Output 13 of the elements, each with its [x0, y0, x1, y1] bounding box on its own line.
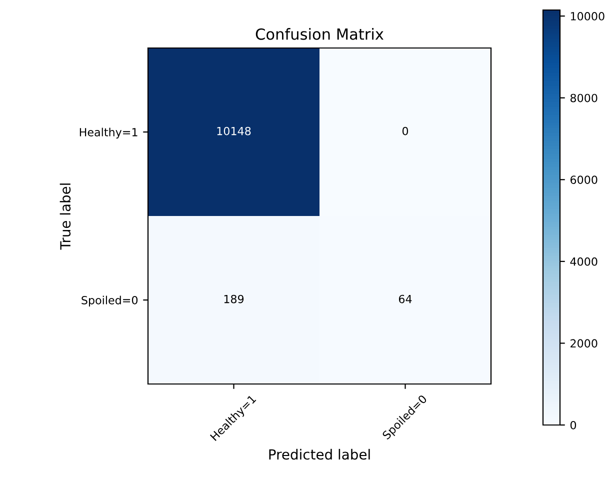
color-bar-label: 0 — [570, 420, 576, 430]
data-label: 10148 — [217, 126, 251, 136]
y-axis-title: True label — [60, 184, 71, 250]
color-bar-label: 2000 — [570, 339, 598, 348]
color-bar-label: 4000 — [570, 257, 598, 266]
color-bar-label: 10000 — [570, 12, 604, 20]
data-label: 0 — [402, 126, 408, 136]
x-axis-title: Predicted label — [269, 448, 370, 460]
color-bar-label: 6000 — [570, 176, 598, 184]
color-bar-label: 8000 — [570, 94, 598, 102]
data-label: 64 — [398, 294, 412, 304]
data-label: 189 — [224, 294, 244, 304]
chart-title: Confusion Matrix — [256, 28, 384, 40]
